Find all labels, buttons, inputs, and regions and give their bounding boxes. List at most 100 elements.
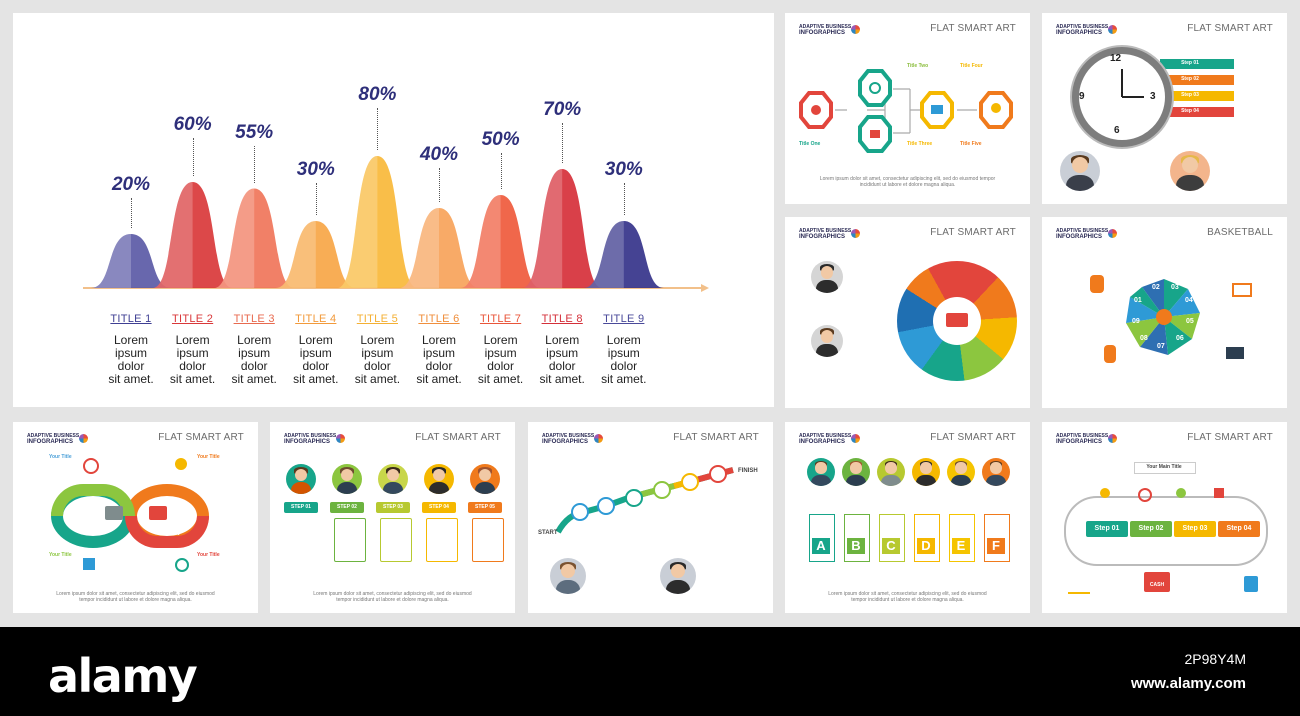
leader-line-4 [315, 183, 317, 215]
loop-title-2: Your Title [197, 454, 220, 460]
magnifier-icon [175, 558, 189, 572]
star-number-04: 04 [1185, 297, 1193, 304]
clock-step-3: Step 03 [1181, 92, 1199, 98]
brand-logo: ADAPTIVE BUSINESS INFOGRAPHICS [1056, 24, 1126, 36]
loop-title-1: Your Title [49, 454, 72, 460]
loop-right-ring-bottom [125, 516, 209, 548]
column-title-5: TITLE 5 [356, 313, 398, 325]
letter-e: E [952, 538, 970, 554]
process-step-04: Step 04 [1218, 521, 1260, 537]
clock-step-4: Step 04 [1181, 108, 1199, 114]
site-url: www.alamy.com [1130, 675, 1246, 692]
slide-title: FLAT SMART ART [930, 23, 1016, 34]
slide-title: BASKETBALL [1207, 227, 1273, 238]
brand-logo: ADAPTIVE BUSINESS INFOGRAPHICS [542, 433, 612, 445]
wave-bump-3 [214, 188, 295, 288]
slide-flow: ADAPTIVE BUSINESS INFOGRAPHICS FLAT SMART… [785, 13, 1030, 204]
percent-label-3: 55% [235, 121, 274, 143]
cash-label: CASH [1149, 582, 1165, 588]
brand-pie-icon [1108, 434, 1117, 443]
step-02-list [334, 518, 366, 562]
brand-pie-icon [594, 434, 603, 443]
road-finish-label: FINISH [738, 468, 758, 474]
avatar-1 [286, 464, 316, 494]
register-icon [149, 506, 167, 520]
avatar-man [1060, 151, 1100, 191]
column-title-8: TITLE 8 [541, 313, 583, 325]
percent-label-9: 30% [604, 159, 643, 180]
wave-bump-5 [337, 156, 418, 288]
chart-icon [1068, 576, 1090, 594]
column-title-7: TITLE 7 [479, 313, 522, 325]
step-ribbon-4 [1160, 107, 1234, 117]
flow-label-title-five: Title Five [960, 141, 982, 147]
calculator-icon [1244, 576, 1258, 592]
flow-label-title-four: Title Four [960, 63, 983, 69]
bulb-icon [1100, 488, 1110, 498]
avatar-4 [424, 464, 454, 494]
player-icon [1090, 275, 1104, 293]
step-05-list [472, 518, 504, 562]
brand-logo: ADAPTIVE BUSINESS INFOGRAPHICS [799, 228, 869, 240]
loop-title-3: Your Title [49, 552, 72, 558]
stock-footer-bar: alamy 2P98Y4M www.alamy.com [0, 627, 1300, 716]
loop-title-4: Your Title [197, 552, 220, 558]
avatar-5 [947, 458, 975, 486]
slide-title: FLAT SMART ART [673, 432, 759, 443]
avatar-man-bottom [811, 325, 843, 357]
column-title-4: TITLE 4 [295, 313, 337, 325]
percent-label-4: 30% [296, 159, 335, 180]
avatar-woman [550, 558, 586, 594]
step-01-badge: STEP 01 [284, 502, 318, 513]
column-title-3: TITLE 3 [233, 313, 275, 325]
process-step-03: Step 03 [1174, 521, 1216, 537]
brand-pie-icon [79, 434, 88, 443]
flow-label-title-two: Title Two [907, 63, 929, 69]
main-title-box [1134, 462, 1196, 474]
brand-logo: ADAPTIVE BUSINESS INFOGRAPHICS [799, 24, 869, 36]
column-title-1: TITLE 1 [110, 313, 152, 325]
brand-logo: ADAPTIVE BUSINESS INFOGRAPHICS [27, 433, 97, 445]
step-03-badge: STEP 03 [376, 502, 410, 513]
player-icon-2 [1104, 345, 1116, 363]
avatar-2 [332, 464, 362, 494]
alarm-icon [1138, 488, 1152, 502]
slide-title: FLAT SMART ART [930, 432, 1016, 443]
leader-line-9 [623, 183, 625, 215]
flow-label-title-three: Title Three [907, 141, 933, 147]
slide-caption: Lorem ipsum dolor sit amet, consectetur … [313, 591, 472, 603]
brand-pie-icon [1108, 25, 1117, 34]
wave-bump-9 [583, 221, 664, 288]
slide-letters: ADAPTIVE BUSINESS INFOGRAPHICS FLAT SMART… [785, 422, 1030, 613]
wave-bump-1 [91, 234, 171, 288]
avatar-2 [842, 458, 870, 486]
avatar-woman [1170, 151, 1210, 191]
slide-road: ADAPTIVE BUSINESS INFOGRAPHICS FLAT SMART… [528, 422, 773, 613]
loop-number-02: 02 [89, 528, 98, 537]
column-title-6: TITLE 6 [418, 313, 460, 325]
avatar-5 [470, 464, 500, 494]
box-icon [83, 558, 95, 570]
basketball-icon [1156, 309, 1172, 325]
star-number-05: 05 [1186, 318, 1194, 325]
column-text-9: Lorem ipsum dolor sit amet. [601, 333, 647, 386]
leader-line-2 [192, 138, 194, 176]
avatar-3 [378, 464, 408, 494]
avatar-man-top [811, 261, 843, 293]
step-04-list [426, 518, 458, 562]
column-text-3: Lorem ipsum dolor sit amet. [231, 333, 277, 386]
image-id: 2P98Y4M [1184, 651, 1246, 667]
avatar-1 [807, 458, 835, 486]
slide-loop: ADAPTIVE BUSINESS INFOGRAPHICS FLAT SMART… [13, 422, 258, 613]
loop-number-03: 03 [177, 508, 186, 517]
clock-step-2: Step 02 [1181, 76, 1199, 82]
bulb-icon-2 [1176, 488, 1186, 498]
cash-register-icon [946, 313, 968, 327]
phone-icon [870, 130, 880, 138]
leader-line-3 [254, 145, 256, 183]
column-text-2: Lorem ipsum dolor sit amet. [169, 333, 216, 386]
cash-register-icon [1144, 572, 1170, 592]
column-text-7: Lorem ipsum dolor sit amet. [477, 333, 524, 386]
loop-number-01: 01 [79, 510, 88, 519]
column-title-2: TITLE 2 [171, 313, 214, 325]
